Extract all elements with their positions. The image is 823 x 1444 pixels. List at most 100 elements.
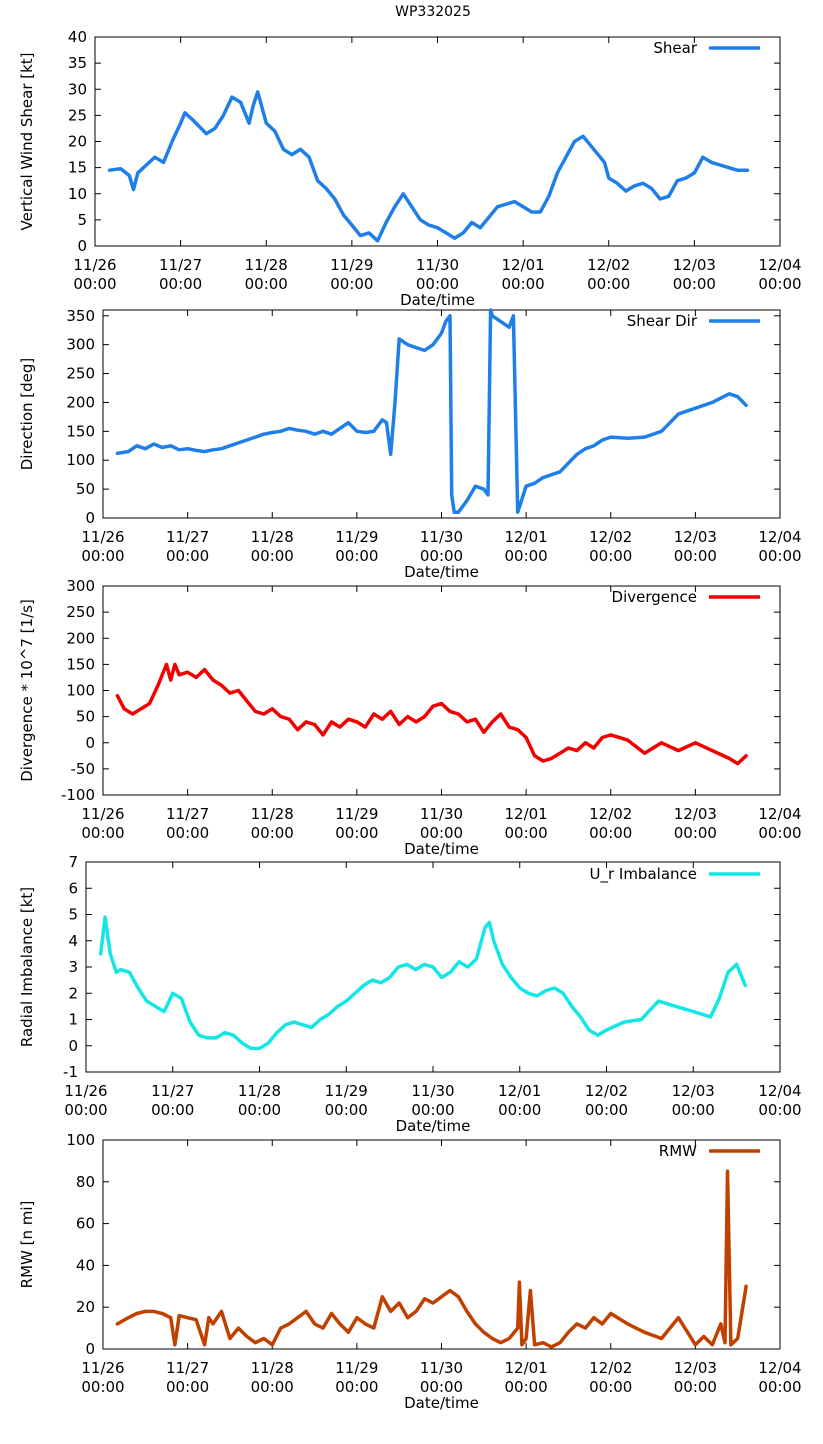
y-tick-label: -50 [71, 760, 96, 778]
y-tick-label: 50 [76, 708, 95, 726]
y-tick-label: 15 [68, 159, 87, 177]
x-tick-label-time: 00:00 [672, 1101, 715, 1119]
x-tick-label-date: 12/03 [674, 528, 717, 546]
y-tick-label: 100 [66, 451, 95, 469]
x-axis-label: Date/time [404, 563, 479, 581]
x-tick-label-time: 00:00 [585, 1101, 628, 1119]
y-axis-label: Divergence * 10^7 [1/s] [18, 599, 36, 782]
x-tick-label-time: 00:00 [589, 824, 632, 842]
y-tick-label: 2 [68, 984, 78, 1002]
y-tick-label: 0 [85, 509, 95, 527]
x-tick-label-time: 00:00 [151, 1101, 194, 1119]
x-tick-label-time: 00:00 [420, 824, 463, 842]
x-tick-label-date: 11/30 [411, 1082, 454, 1100]
x-tick-label-time: 00:00 [758, 1101, 801, 1119]
y-axis-label: RMW [n mi] [18, 1201, 36, 1289]
x-tick-label-date: 11/26 [73, 256, 116, 274]
y-tick-label: -100 [61, 786, 95, 804]
x-tick-label-date: 11/28 [251, 1359, 294, 1377]
x-tick-label-time: 00:00 [335, 824, 378, 842]
x-tick-label-time: 00:00 [325, 1101, 368, 1119]
y-tick-label: 200 [66, 393, 95, 411]
x-tick-label-time: 00:00 [238, 1101, 281, 1119]
x-tick-label-date: 11/28 [238, 1082, 281, 1100]
x-tick-label-date: 11/30 [416, 256, 459, 274]
x-tick-label-time: 00:00 [166, 824, 209, 842]
panel-1: 051015202530354011/2600:0011/2700:0011/2… [18, 28, 802, 309]
y-tick-label: 250 [66, 365, 95, 383]
x-tick-label-date: 12/04 [758, 528, 801, 546]
y-tick-label: 40 [68, 28, 87, 46]
x-tick-label-date: 11/30 [420, 1359, 463, 1377]
y-tick-label: 200 [66, 629, 95, 647]
y-tick-label: 350 [66, 307, 95, 325]
y-tick-label: 40 [76, 1256, 95, 1274]
x-tick-label-time: 00:00 [335, 547, 378, 565]
x-tick-label-time: 00:00 [674, 1378, 717, 1396]
x-tick-label-date: 11/27 [159, 256, 202, 274]
y-axis-label: Direction [deg] [18, 358, 36, 471]
x-tick-label-date: 11/26 [81, 528, 124, 546]
y-tick-label: 150 [66, 655, 95, 673]
x-tick-label-date: 11/27 [166, 528, 209, 546]
y-tick-label: 20 [76, 1298, 95, 1316]
series-line-u-r-imbalance [98, 915, 748, 1051]
x-tick-label-date: 11/26 [64, 1082, 107, 1100]
x-tick-label-date: 11/28 [245, 256, 288, 274]
y-tick-label: 50 [76, 480, 95, 498]
x-tick-label-date: 11/27 [166, 1359, 209, 1377]
x-tick-label-time: 00:00 [674, 824, 717, 842]
y-tick-label: -1 [63, 1063, 78, 1081]
x-tick-label-time: 00:00 [251, 824, 294, 842]
x-tick-label-time: 00:00 [166, 1378, 209, 1396]
x-tick-label-time: 00:00 [420, 547, 463, 565]
x-tick-label-date: 11/30 [420, 528, 463, 546]
x-tick-label-time: 00:00 [81, 547, 124, 565]
y-tick-label: 100 [66, 682, 95, 700]
x-tick-label-date: 11/29 [325, 1082, 368, 1100]
panel-4: -10123456711/2600:0011/2700:0011/2800:00… [18, 853, 802, 1135]
y-tick-label: 100 [66, 1131, 95, 1149]
legend-label: RMW [659, 1142, 697, 1160]
x-tick-label-date: 11/27 [151, 1082, 194, 1100]
x-tick-label-date: 12/03 [674, 1359, 717, 1377]
x-tick-label-date: 12/03 [673, 256, 716, 274]
x-tick-label-date: 12/02 [589, 528, 632, 546]
y-tick-label: 4 [68, 932, 78, 950]
x-tick-label-date: 12/01 [505, 805, 548, 823]
x-tick-label-date: 11/27 [166, 805, 209, 823]
legend-label: Divergence [612, 588, 697, 606]
x-tick-label-time: 00:00 [245, 275, 288, 293]
x-tick-label-date: 12/04 [758, 1082, 801, 1100]
y-tick-label: 25 [68, 106, 87, 124]
y-tick-label: 10 [68, 185, 87, 203]
y-axis-label: Vertical Wind Shear [kt] [18, 52, 36, 230]
legend-label: U_r Imbalance [589, 865, 697, 884]
y-tick-label: 0 [77, 237, 87, 255]
x-tick-label-date: 11/28 [251, 805, 294, 823]
panel-3: -100-5005010015020025030011/2600:0011/27… [18, 577, 802, 858]
x-axis-label: Date/time [404, 840, 479, 858]
x-tick-label-time: 00:00 [420, 1378, 463, 1396]
x-tick-label-time: 00:00 [251, 1378, 294, 1396]
x-axis-label: Date/time [396, 1117, 471, 1135]
x-tick-label-date: 12/02 [589, 805, 632, 823]
y-tick-label: 5 [68, 906, 78, 924]
x-tick-label-time: 00:00 [416, 275, 459, 293]
x-tick-label-date: 11/29 [330, 256, 373, 274]
x-tick-label-date: 12/01 [505, 1359, 548, 1377]
x-tick-label-date: 12/04 [758, 805, 801, 823]
plot-frame [102, 585, 781, 796]
x-axis-label: Date/time [400, 291, 475, 309]
x-tick-label-time: 00:00 [758, 547, 801, 565]
x-tick-label-time: 00:00 [73, 275, 116, 293]
x-tick-label-date: 11/26 [81, 805, 124, 823]
y-tick-label: 80 [76, 1173, 95, 1191]
x-tick-label-time: 00:00 [505, 824, 548, 842]
x-tick-label-time: 00:00 [587, 275, 630, 293]
panel-2: 05010015020025030035011/2600:0011/2700:0… [18, 307, 802, 581]
x-tick-label-date: 12/04 [758, 256, 801, 274]
x-tick-label-time: 00:00 [330, 275, 373, 293]
x-tick-label-date: 11/28 [251, 528, 294, 546]
